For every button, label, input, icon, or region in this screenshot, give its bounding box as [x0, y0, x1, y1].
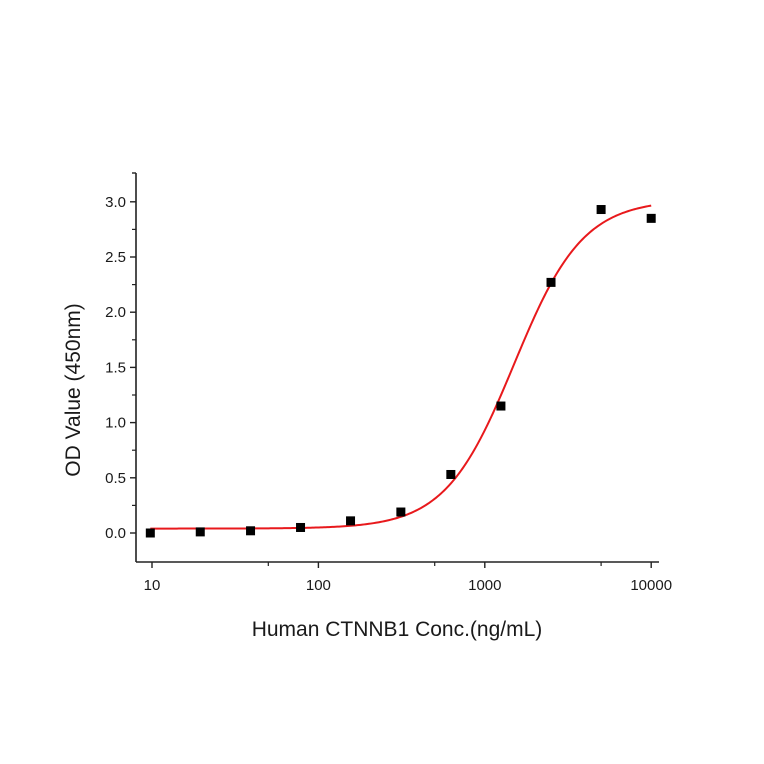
y-axis-title: OD Value (450nm) [62, 303, 85, 477]
y-tick-label: 1.5 [105, 359, 126, 376]
data-point-marker [496, 401, 506, 411]
fit-line [150, 204, 652, 530]
data-point-marker [446, 469, 456, 479]
y-tick-label: 1.0 [105, 415, 126, 432]
fit-curve [150, 204, 652, 530]
data-point-marker [246, 526, 256, 536]
data-point-marker [546, 277, 556, 287]
x-tick-label: 1000 [468, 577, 501, 594]
axes [132, 172, 659, 563]
data-point-marker [396, 507, 406, 517]
data-point-marker [596, 205, 606, 215]
data-point-marker [195, 527, 205, 537]
data-points [145, 205, 656, 538]
x-tick-label: 10000 [630, 577, 672, 594]
x-tick-label: 10 [144, 577, 161, 594]
data-point-marker [296, 522, 306, 532]
data-point-marker [646, 213, 656, 223]
ticks: 0.0 0.5 1.0 1.5 2.0 2.5 3.0 10 100 1000 10000 [105, 194, 672, 594]
data-point-marker [346, 516, 356, 526]
x-tick-label: 100 [306, 577, 331, 594]
y-tick-label: 2.5 [105, 249, 126, 266]
x-axis-title: Human CTNNB1 Conc.(ng/mL) [252, 618, 543, 641]
y-tick-label: 0.0 [105, 525, 126, 542]
data-point-marker [145, 528, 155, 538]
y-tick-label: 0.5 [105, 470, 126, 487]
y-tick-label: 2.0 [105, 304, 126, 321]
y-tick-label: 3.0 [105, 194, 126, 211]
